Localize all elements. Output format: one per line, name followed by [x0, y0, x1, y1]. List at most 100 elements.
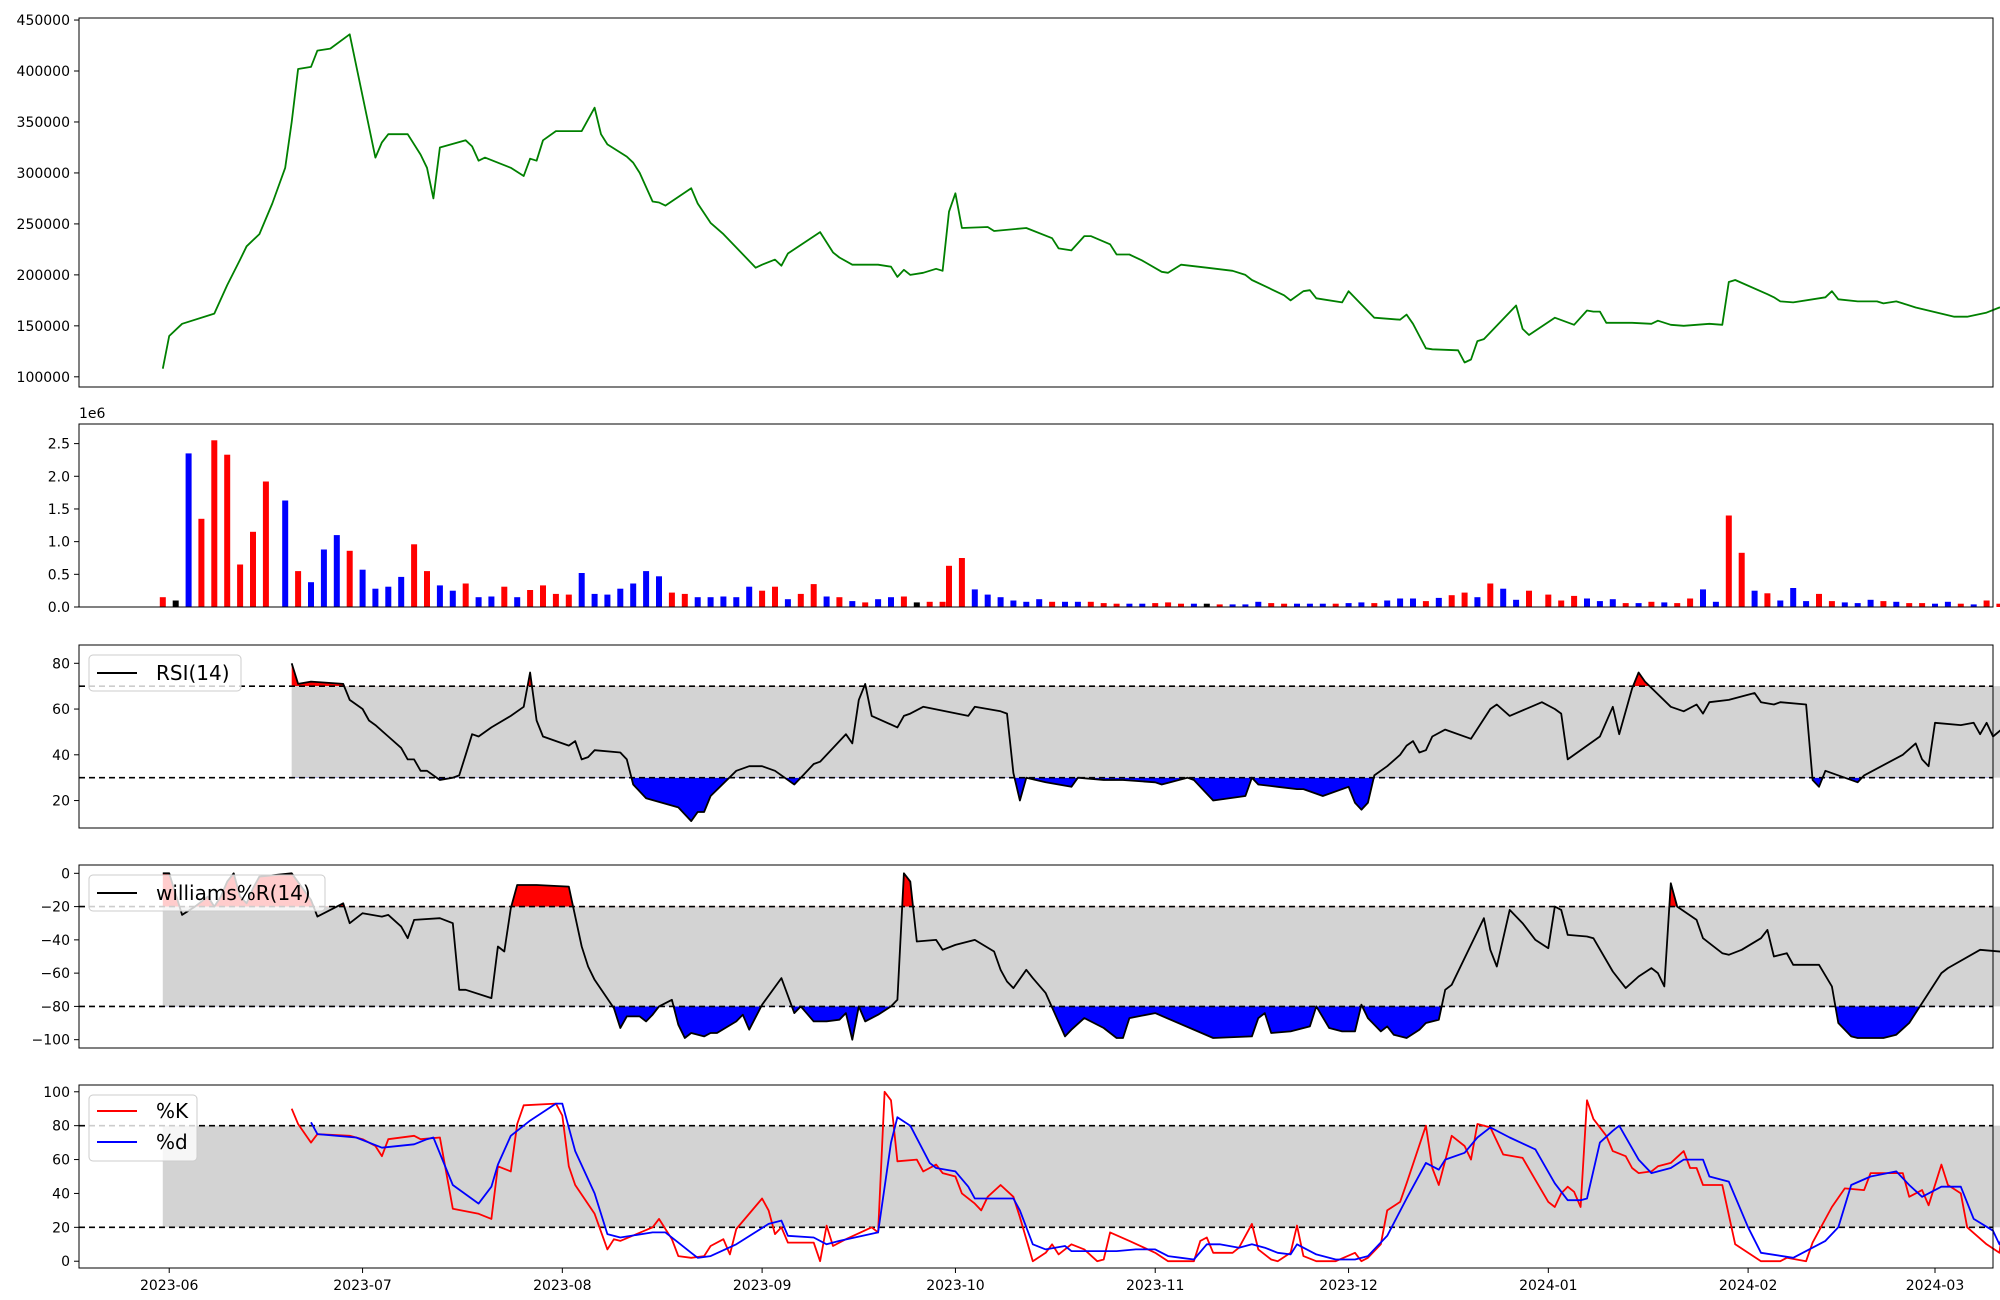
volume-bar	[1023, 601, 1030, 607]
volume-bar	[1281, 603, 1288, 607]
volume-bar	[1074, 601, 1081, 607]
volume-bar	[1229, 604, 1236, 607]
volume-bar	[617, 588, 624, 607]
volume-bar	[1648, 601, 1655, 607]
volume-bar	[385, 586, 392, 607]
volume-bar	[1854, 603, 1861, 607]
volume-bar	[411, 544, 418, 607]
rsi-legend-label: RSI(14)	[156, 661, 230, 685]
stochastic-ytick-label: 80	[52, 1119, 70, 1135]
volume-ytick-label: 1.5	[48, 502, 70, 518]
x-tick-label: 2023-08	[533, 1278, 592, 1294]
volume-bar	[1558, 600, 1565, 607]
volume-bar	[565, 594, 572, 607]
volume-bar	[862, 602, 869, 607]
volume-bar	[1764, 593, 1771, 607]
volume-bar	[1139, 603, 1146, 607]
volume-bar	[159, 597, 166, 607]
volume-bar	[707, 597, 714, 607]
volume-bar	[913, 602, 920, 607]
rsi-y-axis: 20 40 60 80	[52, 656, 79, 810]
volume-bar	[1216, 604, 1223, 607]
stochastic-neutral-band	[162, 1125, 2000, 1228]
volume-bar	[1422, 601, 1429, 607]
volume-bar	[1513, 599, 1520, 607]
volume-bar	[1049, 601, 1056, 607]
volume-bar	[1371, 603, 1378, 607]
volume-bar	[1777, 600, 1784, 607]
williams-ytick-label: −60	[40, 966, 70, 982]
volume-bar	[237, 564, 244, 607]
volume-bar	[1712, 601, 1719, 607]
stochastic-axes-frame	[78, 1084, 1994, 1269]
volume-bar	[630, 583, 637, 607]
volume-bar	[997, 597, 1004, 607]
stochastic-d-line	[310, 1102, 2000, 1261]
volume-bar	[320, 549, 327, 607]
volume-bar	[1397, 598, 1404, 607]
volume-bar	[333, 535, 340, 607]
price-axes-frame	[78, 17, 1994, 388]
williams-panel: −100 −80 −60 −40 −20 0 williams%R(14)	[32, 864, 2000, 1049]
volume-bar	[733, 597, 740, 607]
volume-bar	[1687, 598, 1694, 607]
volume-bar	[250, 531, 256, 607]
stochastic-panel: 0 20 40 60 80 100 %K %d 2023-06 2023-07 2023-08…	[43, 1084, 2000, 1294]
volume-bar	[591, 593, 598, 607]
volume-bar	[185, 453, 192, 607]
volume-bar	[211, 440, 218, 607]
volume-bar	[604, 594, 611, 607]
volume-bar	[888, 597, 894, 607]
price-ytick-label: 300000	[17, 166, 70, 182]
volume-bar	[475, 597, 482, 607]
williams-ytick-label: −20	[40, 900, 70, 916]
volume-bar	[759, 590, 766, 607]
rsi-line	[290, 663, 2000, 822]
volume-ytick-label: 2.5	[48, 437, 70, 453]
volume-bar	[1036, 599, 1043, 607]
volume-bar	[527, 590, 534, 607]
volume-bar	[1571, 595, 1578, 607]
volume-bar	[436, 585, 443, 607]
stochastic-ytick-label: 0	[61, 1254, 70, 1270]
x-tick-label: 2024-01	[1519, 1278, 1578, 1294]
volume-bar	[971, 589, 978, 607]
volume-bar	[224, 454, 231, 607]
shared-x-axis: 2023-06 2023-07 2023-08 2023-09 2023-10 2023-…	[140, 1268, 1964, 1294]
price-ytick-label: 400000	[17, 64, 70, 80]
volume-bar	[1609, 599, 1616, 607]
volume-bar	[578, 573, 585, 607]
williams-neutral-band	[162, 906, 2000, 1007]
volume-bar	[900, 596, 907, 607]
volume-bar	[1596, 601, 1603, 607]
volume-bar	[1487, 583, 1494, 607]
volume-bar	[1242, 604, 1249, 607]
rsi-ytick-label: 60	[52, 702, 70, 718]
williams-legend-box	[88, 874, 326, 912]
volume-bar	[875, 599, 882, 607]
volume-bar	[1152, 603, 1159, 607]
volume-bar	[1996, 603, 2000, 607]
volume-bar	[1268, 603, 1275, 607]
williams-ytick-label: −80	[40, 999, 70, 1015]
stochastic-ytick-label: 40	[52, 1186, 70, 1202]
x-tick-label: 2023-10	[926, 1278, 985, 1294]
volume-bar	[810, 584, 817, 607]
volume-bar	[1332, 603, 1339, 607]
volume-bar	[398, 576, 405, 607]
volume-bar	[462, 583, 469, 607]
volume-ytick-label: 1.0	[48, 535, 70, 551]
rsi-panel: 20 40 60 80 RSI(14)	[52, 644, 2000, 829]
williams-y-axis: −100 −80 −60 −40 −20 0	[32, 866, 79, 1049]
volume-bar	[694, 597, 701, 607]
volume-bar	[282, 500, 289, 607]
volume-bar	[262, 481, 269, 607]
volume-bar	[1906, 603, 1913, 607]
volume-bar	[1674, 603, 1681, 607]
williams-line	[162, 872, 2000, 1041]
volume-bar	[1306, 603, 1313, 607]
rsi-axes-frame	[78, 644, 1994, 829]
stochastic-ytick-label: 20	[52, 1220, 70, 1236]
rsi-ytick-label: 40	[52, 748, 70, 764]
